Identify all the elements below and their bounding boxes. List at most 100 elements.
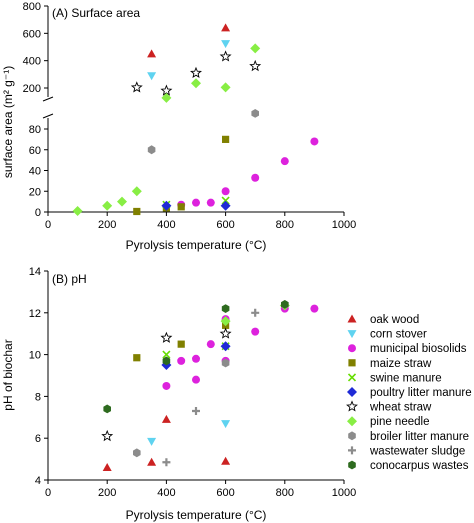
panel-b-x-tick-label: 1000 [332,487,356,499]
panel-a-point-municipal-biosolids [280,157,289,166]
panel-b-x-tick-label: 600 [216,487,234,499]
panel-b-point-wastewater-sludge [251,308,260,317]
panel-b-point-conocarpus-wastes [281,300,289,309]
panel-a-point-pine-needle [191,78,201,89]
panel-a-x-tick-label: 200 [98,219,116,231]
legend-label: broiler litter manure [370,431,469,443]
panel-b-point-conocarpus-wastes [162,356,171,366]
panel-b-point-oak-wood [147,457,157,466]
panel-b-point-wheat-straw [219,327,232,339]
panel-a-point-pine-needle [161,92,172,103]
panel-a-point-municipal-biosolids [310,137,319,146]
panel-a-point-municipal-biosolids [251,173,260,182]
panel-a-point-municipal-biosolids [221,187,230,196]
legend-marker-maize-straw [348,359,356,367]
panel-b-title: (B) pH [52,272,87,286]
panel-a-point-municipal-biosolids [192,198,200,207]
legend-item-poultry-litter-manure: poultry litter manure [347,387,472,399]
panel-b-point-oak-wood [161,414,171,423]
legend-marker-wheat-straw [346,400,358,412]
legend-marker-municipal-biosolids [348,344,356,353]
panel-a-point-broiler-litter-manure [147,145,156,155]
legend-marker-corn-stover [347,330,357,339]
legend-marker-swine-manure [347,373,357,382]
panel-b-point-municipal-biosolids [251,327,260,336]
legend-label: conocarpus wastes [370,460,469,472]
panel-b-point-wastewater-sludge [162,458,171,467]
legend-label: maize straw [370,358,432,370]
panel-b-point-municipal-biosolids [162,381,171,390]
legend-label: wastewater sludge [369,445,465,457]
panel-a-point-pine-needle [131,186,142,197]
panel-b-point-municipal-biosolids [177,356,186,365]
panel-b-y-label: pH of biochar [1,339,15,410]
panel-b-point-broiler-litter-manure [221,358,230,368]
legend-marker-pine-needle [347,416,357,427]
panel-b-point-swine-manure [162,350,171,359]
panel-a-point-swine-manure [221,196,230,205]
legend-marker-conocarpus-wastes [348,460,356,470]
panel-a-x-tick-label: 1000 [332,219,356,231]
panel-a-point-pine-needle [220,82,231,93]
legend: oak wood corn stover municipal biosolids ma… [346,314,472,472]
legend-label: oak wood [370,314,419,326]
legend-marker-wastewater-sludge [348,446,356,455]
panel-b-x-tick-label: 800 [276,487,294,499]
legend-label: wheat straw [369,402,432,414]
panel-a-point-maize-straw [177,203,185,211]
panel-a-title: (A) Surface area [52,6,140,20]
panel-a-point-wheat-straw [219,50,232,62]
panel-b-y-tick-label: 4 [35,475,41,487]
legend-marker-oak-wood [347,314,357,323]
panel-a-point-broiler-litter-manure [251,109,259,118]
panel-a-x-tick-label: 400 [157,219,175,231]
panel-b-x-tick-label: 400 [157,487,175,499]
legend-item-wheat-straw: wheat straw [346,400,432,414]
panel-b-x-tick-label: 200 [98,487,116,499]
panel-b-y-tick-label: 6 [35,433,41,445]
panel-a-x-tick-label: 800 [276,219,294,231]
panel-b-axes [47,271,344,481]
panel-b-y-tick-label: 14 [29,266,41,278]
panel-b-point-municipal-biosolids [192,375,200,384]
panel-a-y-tick-label: 0 [35,207,41,219]
panel-a-point-oak-wood [147,49,157,58]
panel-b-point-wheat-straw [160,331,173,343]
panel-a-point-poultry-litter-manure [161,200,172,211]
panel-b: (B) pH 4 6 8 10 12 14 0 200 400 600 800 1000 Pyroly… [1,266,356,522]
panel-a-point-pine-needle [117,196,127,207]
panel-b-point-maize-straw [177,340,185,348]
legend-item-oak-wood: oak wood [347,314,419,326]
panel-b-point-municipal-biosolids [310,304,319,313]
panel-a-x-tick-label: 600 [216,219,234,231]
panel-a-x-label: Pyrolysis temperature (°C) [126,238,267,252]
legend-item-swine-manure: swine manure [347,372,442,384]
legend-item-municipal-biosolids: municipal biosolids [348,343,467,355]
panel-a-point-corn-stover [147,72,157,81]
panel-a-point-poultry-litter-manure [220,200,231,211]
panel-a-point-pine-needle [102,200,113,211]
panel-b-point-conocarpus-wastes [103,404,111,414]
panel-a-y-tick-label: 800 [23,1,41,13]
panel-b-point-poultry-litter-manure [220,341,231,352]
panel-b-point-broiler-litter-manure [133,448,141,458]
panel-b-point-maize-straw [133,354,141,362]
legend-item-broiler-litter-manure: broiler litter manure [348,431,469,443]
panel-b-y-tick-label: 10 [29,350,41,362]
panel-a-y-tick-label: 400 [23,56,41,68]
panel-b-point-municipal-biosolids [192,354,200,363]
panel-b-point-pine-needle [220,316,231,327]
legend-label: municipal biosolids [370,343,467,355]
panel-b-point-municipal-biosolids [206,340,215,349]
panel-b-plot: 4 6 8 10 12 14 0 200 400 600 800 1000 [29,266,356,499]
legend-label: corn stover [370,329,427,341]
panel-a-point-pine-needle [250,43,261,54]
panel-a-point-wheat-straw [249,59,262,72]
legend-item-wastewater-sludge: wastewater sludge [348,445,465,457]
panel-a-point-corn-stover [221,40,231,49]
panel-a-x-tick-label: 0 [45,219,51,231]
panel-a-point-maize-straw [133,207,141,216]
